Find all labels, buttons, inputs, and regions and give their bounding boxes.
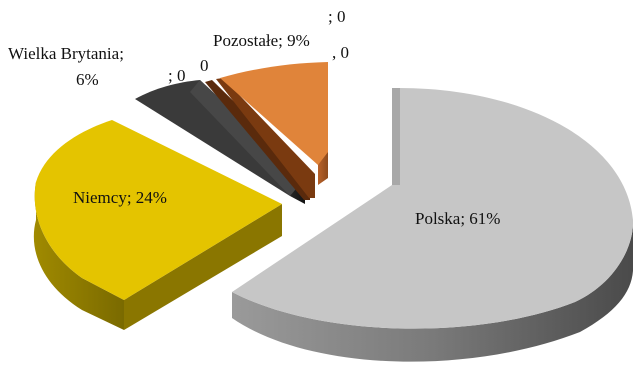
- slice-polska-side: [232, 220, 633, 362]
- slice-zero-b: [216, 78, 315, 198]
- data-label-niemcy: Niemcy; 24%: [73, 188, 167, 207]
- slice-polska-top: [232, 87, 633, 329]
- data-label-zero-a-line1: ; 0: [168, 66, 185, 85]
- data-label-polska: Polska; 61%: [415, 209, 500, 228]
- slice-niemcy: [33, 120, 282, 330]
- data-label-zero-b-line2: , 0: [332, 43, 349, 62]
- data-label-wb-line2: 6%: [76, 70, 99, 89]
- slice-pozostale: [220, 62, 328, 185]
- slice-wb-highlight: [190, 80, 305, 196]
- slice-zero-a: [205, 80, 310, 200]
- slice-polska-edge: [392, 88, 400, 185]
- data-label-wb-line1: Wielka Brytania;: [8, 44, 124, 63]
- slice-zero-b-top: [216, 78, 315, 198]
- data-label-zero-a-line2: 0: [200, 56, 209, 75]
- slice-niemcy-side: [33, 182, 125, 330]
- slice-polska: [232, 87, 633, 362]
- slice-niemcy-top: [34, 120, 282, 300]
- slice-zero-a-top: [205, 80, 310, 200]
- slice-niemcy-front: [124, 204, 282, 330]
- data-label-pozostale: Pozostałe; 9%: [213, 31, 310, 50]
- data-label-zero-b-line1: ; 0: [328, 7, 345, 26]
- slice-pozostale-top: [220, 62, 328, 165]
